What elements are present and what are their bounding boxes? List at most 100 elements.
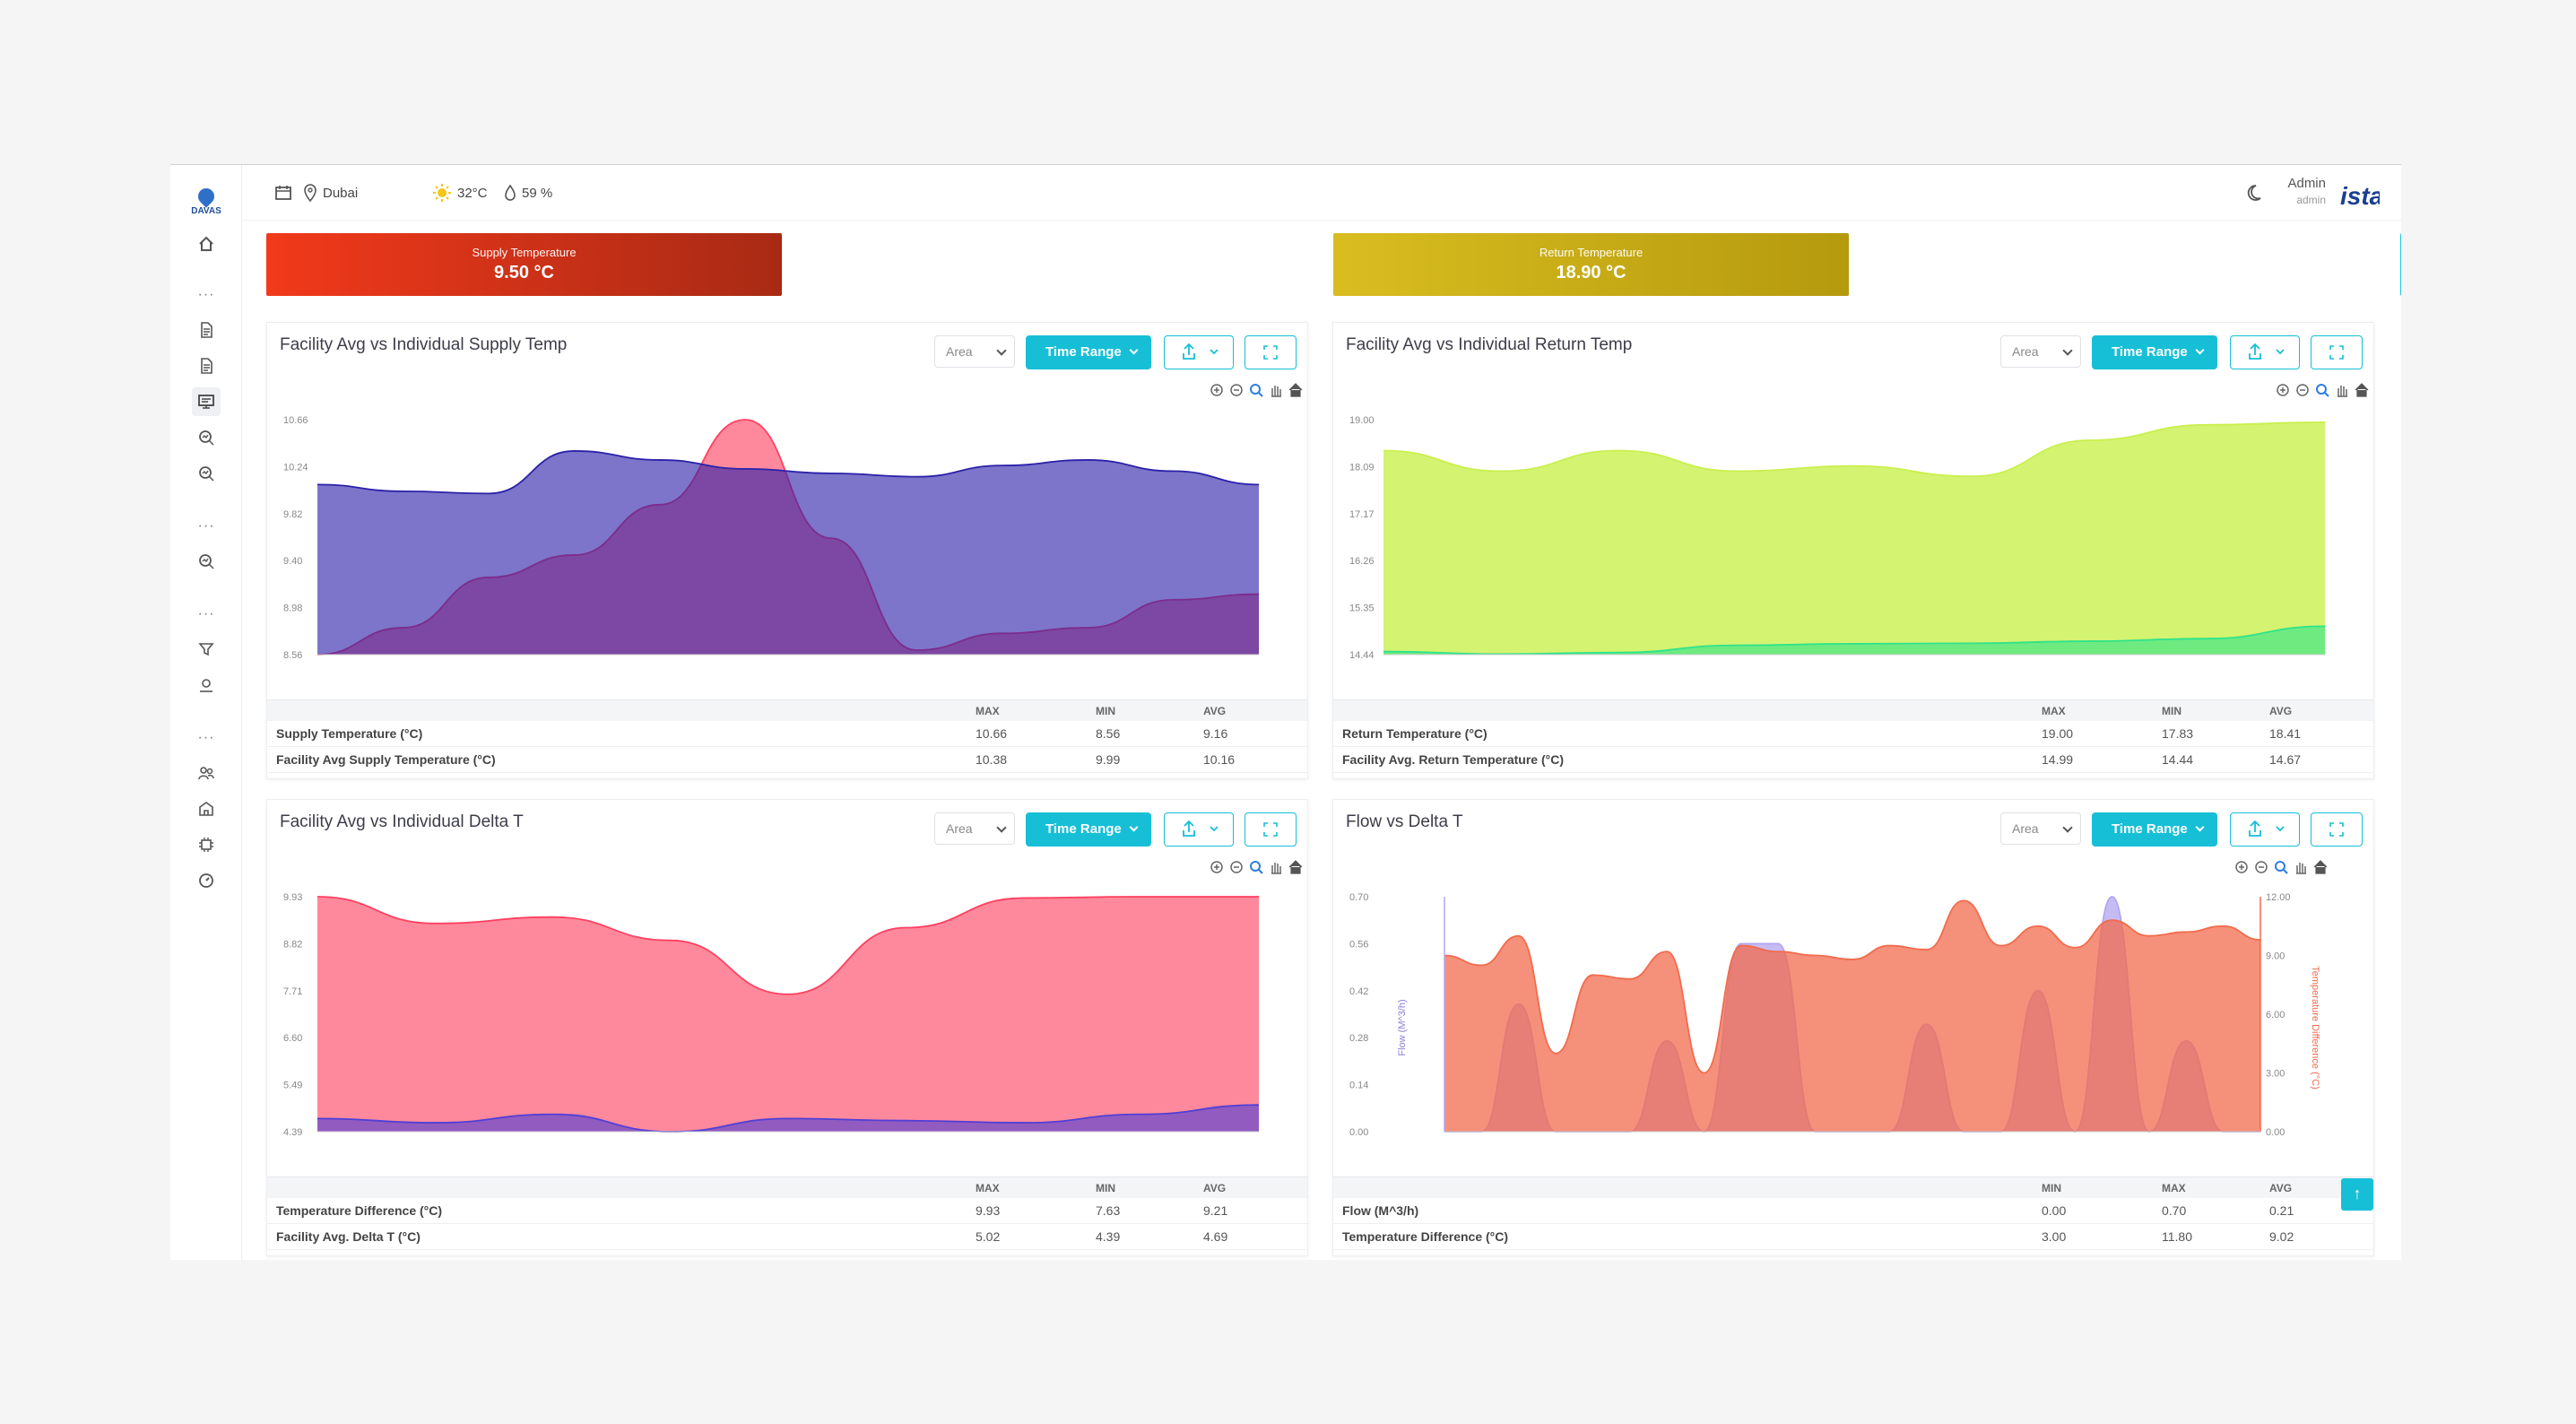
sidebar-item-dashboard[interactable] (192, 387, 221, 416)
series-area-0[interactable] (317, 897, 1259, 1132)
time-range-button[interactable]: Time Range (1026, 335, 1151, 369)
export-button[interactable] (2230, 812, 2300, 847)
chart-type-select[interactable]: Area (2000, 335, 2081, 368)
sidebar-separator: ··· (197, 518, 215, 534)
sidebar-item-settings[interactable] (192, 671, 221, 699)
sidebar-item-report[interactable] (192, 316, 221, 344)
fullscreen-button[interactable] (1245, 335, 1297, 369)
kpi-label: Supply Temperature (472, 246, 577, 259)
sidebar-item-report-2[interactable] (192, 352, 221, 380)
export-button[interactable] (2230, 335, 2300, 369)
area-chart: 10.66 10.24 9.82 9.40 8.98 8.56 12 Oct 13 Oct 14… (283, 415, 1293, 667)
column-header: MAX (976, 705, 1000, 717)
series-area-0[interactable] (1383, 421, 2325, 655)
x-tick-label: 18 Oct (1264, 666, 1293, 667)
time-range-button[interactable]: Time Range (2092, 812, 2217, 847)
zoom-select-icon[interactable] (2273, 859, 2289, 875)
row-value: 10.16 (1203, 752, 1236, 767)
table-header: MAX MIN AVG (267, 699, 1307, 721)
location[interactable]: Dubai (303, 165, 358, 221)
x-tick-label: 13 Oct (1626, 666, 1655, 667)
panel-title: Facility Avg vs Individual Delta T (280, 812, 524, 831)
y-tick-label: 17.17 (1349, 509, 1375, 520)
reset-home-icon[interactable] (1288, 859, 1304, 875)
row-value: 14.67 (2269, 752, 2302, 767)
time-range-button[interactable]: Time Range (1026, 812, 1151, 847)
calendar-button[interactable] (274, 165, 298, 221)
zoom-out-icon[interactable] (1228, 859, 1245, 875)
series-area-1[interactable] (317, 450, 1259, 655)
zoom-in-icon[interactable] (1209, 859, 1225, 875)
sidebar-item-buildings[interactable] (192, 794, 221, 823)
x-tick-label: 14 Oct (1767, 666, 1796, 667)
reset-home-icon[interactable] (1288, 382, 1304, 398)
sidebar-item-analytics[interactable] (192, 423, 221, 452)
chart-type-select[interactable]: Area (934, 812, 1015, 845)
zoom-in-icon[interactable] (2275, 382, 2291, 398)
x-tick-label: 18 Oct (2330, 666, 2359, 667)
export-button[interactable] (1164, 812, 1234, 847)
dark-mode-icon[interactable] (2247, 183, 2267, 203)
row-value: 7.63 (1096, 1203, 1121, 1218)
sidebar-item-analytics-2[interactable] (192, 459, 221, 488)
pan-hand-icon[interactable] (1268, 382, 1284, 398)
zoom-in-icon[interactable] (1209, 382, 1225, 398)
sidebar-item-analytics-3[interactable] (192, 547, 221, 576)
pan-hand-icon[interactable] (2293, 859, 2309, 875)
series-area-1[interactable] (1444, 900, 2260, 1132)
export-icon (1183, 343, 1219, 360)
x-tick-label: 15 Oct (842, 1143, 871, 1144)
series-area-1[interactable] (1383, 626, 2325, 655)
zoom-in-icon[interactable] (2233, 859, 2250, 875)
filter-icon (198, 643, 214, 656)
fullscreen-button[interactable] (2311, 812, 2363, 847)
chevron-down-icon (2062, 822, 2073, 833)
y-tick-label: 9.93 (283, 892, 302, 903)
zoom-select-icon[interactable] (1248, 382, 1264, 398)
monitor-icon (198, 395, 214, 409)
zoom-out-icon[interactable] (2253, 859, 2269, 875)
zoom-select-icon[interactable] (2314, 382, 2330, 398)
chart-panel-1: Facility Avg vs Individual Return Temp Ar… (1332, 322, 2374, 779)
fullscreen-button[interactable] (2311, 335, 2363, 369)
weather: 32°C (432, 165, 488, 221)
time-range-button[interactable]: Time Range (2092, 335, 2217, 369)
export-button[interactable] (1164, 335, 1234, 369)
table-header: MIN MAX AVG (1333, 1177, 2373, 1198)
chart-toolbar (1209, 382, 1304, 398)
zoom-out-icon[interactable] (2294, 382, 2311, 398)
row-value: 9.21 (1203, 1203, 1228, 1218)
cog-hand-icon (200, 679, 212, 692)
sidebar-item-home[interactable] (192, 230, 221, 258)
fullscreen-button[interactable] (1245, 812, 1297, 847)
x-tick-label: 12 Oct (1486, 666, 1514, 667)
sidebar-item-devices[interactable] (192, 830, 221, 859)
davas-logo[interactable]: DAVAS (188, 185, 224, 216)
kpi-card-1: Return Temperature 18.90 °C (1333, 233, 1849, 296)
scroll-to-top-button[interactable]: ↑ (2341, 1178, 2373, 1211)
zoom-out-icon[interactable] (1228, 382, 1245, 398)
export-icon (1183, 820, 1219, 837)
table-row: Temperature Difference (°C) 3.00 11.80 9.02 (1333, 1224, 2373, 1250)
column-header: AVG (2269, 705, 2293, 717)
sidebar-item-status[interactable] (192, 866, 221, 895)
chart-type-select[interactable]: Area (2000, 812, 2081, 845)
table-header: MAX MIN AVG (267, 1177, 1307, 1198)
pan-hand-icon[interactable] (1268, 859, 1284, 875)
pan-hand-icon[interactable] (2334, 382, 2350, 398)
chart-type-select[interactable]: Area (934, 335, 1015, 368)
chart-type-value: Area (946, 344, 973, 359)
sidebar-item-users[interactable] (192, 759, 221, 787)
zoom-select-icon[interactable] (1248, 859, 1264, 875)
row-value: 4.39 (1096, 1229, 1121, 1244)
humidity-drop-icon (505, 185, 516, 201)
user-menu[interactable]: Admin admin (2287, 176, 2326, 206)
reset-home-icon[interactable] (2312, 859, 2329, 875)
sidebar-item-filter[interactable] (192, 635, 221, 664)
humidity-label: 59 % (522, 185, 553, 201)
row-value: 0.00 (2042, 1203, 2067, 1218)
reset-home-icon[interactable] (2354, 382, 2370, 398)
table-row: Facility Avg. Return Temperature (°C) 14.… (1333, 747, 2373, 773)
series-area-1[interactable] (317, 1105, 1259, 1132)
chevron-down-icon (996, 822, 1007, 833)
